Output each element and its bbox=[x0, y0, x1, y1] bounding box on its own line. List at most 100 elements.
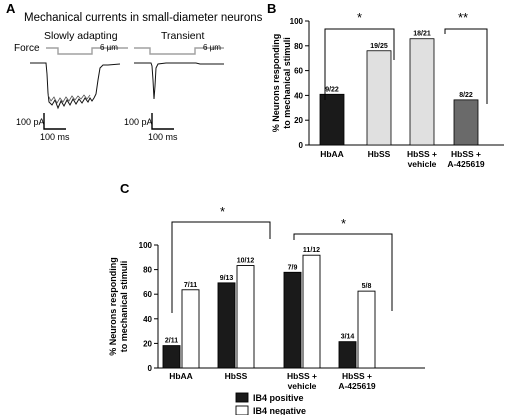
scale1-x-label: 100 ms bbox=[40, 132, 70, 142]
panel-b-category-label-line: A-425619 bbox=[447, 159, 485, 169]
legend-label: IB4 negative bbox=[253, 406, 306, 415]
panel-b-y-tick-label: 0 bbox=[299, 141, 304, 150]
panel-c-bar bbox=[217, 282, 236, 369]
scale-bar-2 bbox=[151, 113, 174, 130]
panel-c-sig-1: * bbox=[220, 204, 225, 219]
panel-b-bar bbox=[319, 93, 345, 146]
panel-c-data-label: 7/9 bbox=[288, 264, 298, 271]
panel-c-data-label: 3/14 bbox=[341, 334, 355, 341]
panel-b-sig-2: ** bbox=[458, 10, 468, 25]
transient-label: Transient bbox=[161, 30, 204, 42]
panel-c-bar bbox=[283, 271, 302, 369]
panel-b-data-label: 18/21 bbox=[413, 31, 431, 38]
panel-b-category-label-line: vehicle bbox=[408, 159, 437, 169]
panel-b-y-tick-label: 60 bbox=[294, 67, 303, 76]
slow-adapting-trace bbox=[30, 62, 121, 110]
panel-c-bar bbox=[181, 289, 200, 369]
panel-c-data-label: 5/8 bbox=[362, 283, 372, 290]
panel-c-y-axis-label-line: % Neurons responding bbox=[108, 257, 118, 356]
panel-c-category-label-line: HbSS + bbox=[287, 371, 317, 381]
panel-c-sig-2: * bbox=[341, 216, 346, 231]
panel-c-data-label: 10/12 bbox=[237, 258, 255, 265]
panel-c-y-tick-label: 40 bbox=[143, 315, 152, 324]
force-label: Force bbox=[14, 43, 40, 54]
panel-b-category-label: HbSS bbox=[368, 149, 391, 159]
panel-c: C 0 20 40 60 80 100 % Neurons respondingto mec… bbox=[108, 181, 425, 416]
panel-c-bar bbox=[302, 254, 321, 369]
step-label-2: 6 µm bbox=[203, 43, 221, 52]
panel-b-category-label: HbSS + vehicle bbox=[407, 149, 437, 169]
panel-c-category-label: HbSS bbox=[225, 371, 248, 381]
panel-b-category-label-line: HbAA bbox=[320, 149, 344, 159]
panel-b-sig-1: * bbox=[357, 10, 362, 25]
panel-a: A Mechanical currents in small-diameter … bbox=[6, 1, 263, 142]
transient-trace bbox=[134, 62, 224, 100]
panel-b-category-label-line: HbSS + bbox=[407, 149, 437, 159]
panel-c-y-axis-label: % Neurons respondingto mechanical stimul… bbox=[108, 257, 129, 356]
step-label-1: 6 µm bbox=[100, 43, 118, 52]
panel-b-y-axis-label-line: to mechanical stimuli bbox=[282, 37, 292, 129]
panel-c-data-label: 9/13 bbox=[220, 275, 234, 282]
panel-c-data-label: 7/11 bbox=[184, 282, 197, 289]
panel-c-category-label: HbAA bbox=[169, 371, 193, 381]
panel-c-bar bbox=[236, 265, 255, 369]
scale-bar-1 bbox=[43, 113, 66, 130]
panel-c-data-label: 2/11 bbox=[165, 338, 178, 345]
panel-c-bar bbox=[357, 290, 376, 369]
panel-b-y-tick-label: 80 bbox=[294, 42, 303, 51]
panel-b-category-label: HbSS + A-425619 bbox=[447, 149, 485, 169]
panel-b-category-label: HbAA bbox=[320, 149, 344, 159]
panel-c-y-tick-label: 80 bbox=[143, 266, 152, 275]
panel-c-category-label-line: A-425619 bbox=[338, 381, 376, 391]
panel-c-sig-bracket-1 bbox=[171, 221, 271, 313]
scale1-y-label: 100 pA bbox=[16, 117, 45, 127]
panel-b-y-tick-label: 20 bbox=[294, 116, 303, 125]
scale2-y-label: 100 pA bbox=[124, 117, 153, 127]
panel-c-data-label: 11/12 bbox=[303, 247, 320, 254]
panel-b-chart: 0 20 40 60 80 100 % Neurons respondingto mecha… bbox=[271, 17, 504, 169]
panel-c-y-tick-label: 20 bbox=[143, 339, 152, 348]
panel-c-category-label: HbSS + vehicle bbox=[287, 371, 317, 391]
force-step-trace-2 bbox=[134, 47, 224, 55]
panel-b-y-axis-label-line: % Neurons responding bbox=[271, 34, 281, 133]
force-step-trace-1 bbox=[46, 47, 128, 55]
panel-c-category-label-line: HbAA bbox=[169, 371, 193, 381]
panel-b-y-axis-label: % Neurons respondingto mechanical stimul… bbox=[271, 34, 292, 133]
panel-c-letter: C bbox=[120, 181, 130, 196]
panel-b-letter: B bbox=[267, 1, 276, 16]
panel-c-bar bbox=[338, 341, 357, 369]
panel-b-bar bbox=[409, 38, 435, 146]
panel-c-category-label-line: HbSS bbox=[225, 371, 248, 381]
slow-adapting-label: Slowly adapting bbox=[44, 30, 118, 42]
legend-swatch bbox=[235, 392, 249, 403]
panel-c-sig-bracket-2 bbox=[293, 233, 393, 311]
panel-c-category-label: HbSS + A-425619 bbox=[338, 371, 376, 391]
panel-c-category-label-line: vehicle bbox=[288, 381, 317, 391]
panel-b-sig-bracket-1 bbox=[324, 28, 395, 100]
slow-adapting-trace-overlay bbox=[47, 94, 91, 104]
panel-b-data-label: 9/22 bbox=[325, 86, 339, 93]
scale2-x-label: 100 ms bbox=[148, 132, 178, 142]
panel-c-chart: 0 20 40 60 80 100 % Neurons respondingto mecha… bbox=[108, 241, 425, 416]
panel-b-category-label-line: HbSS + bbox=[451, 149, 481, 159]
panel-c-y-tick-label: 60 bbox=[143, 290, 152, 299]
panel-c-y-tick-label: 100 bbox=[139, 241, 153, 250]
panel-c-y-axis-label-line: to mechanical stimuli bbox=[119, 261, 129, 353]
panel-c-legend: IB4 positive IB4 negative bbox=[235, 392, 306, 416]
legend-swatch bbox=[235, 405, 249, 416]
panel-c-y-tick-label: 0 bbox=[148, 364, 153, 373]
panel-b: B 0 20 40 60 80 100 % Neurons respondingto mec… bbox=[267, 1, 504, 169]
panel-b-category-label-line: HbSS bbox=[368, 149, 391, 159]
panel-b-sig-bracket-2 bbox=[444, 28, 488, 104]
panel-b-y-tick-label: 100 bbox=[290, 17, 304, 26]
panel-b-bar bbox=[453, 99, 479, 146]
panel-c-bar bbox=[162, 345, 181, 369]
panel-b-data-label: 8/22 bbox=[459, 92, 473, 99]
panel-a-title: Mechanical currents in small-diameter ne… bbox=[24, 12, 263, 24]
panel-a-letter: A bbox=[6, 1, 16, 16]
panel-b-data-label: 19/25 bbox=[370, 43, 388, 50]
legend-label: IB4 positive bbox=[253, 393, 304, 403]
panel-b-bar bbox=[366, 50, 392, 146]
